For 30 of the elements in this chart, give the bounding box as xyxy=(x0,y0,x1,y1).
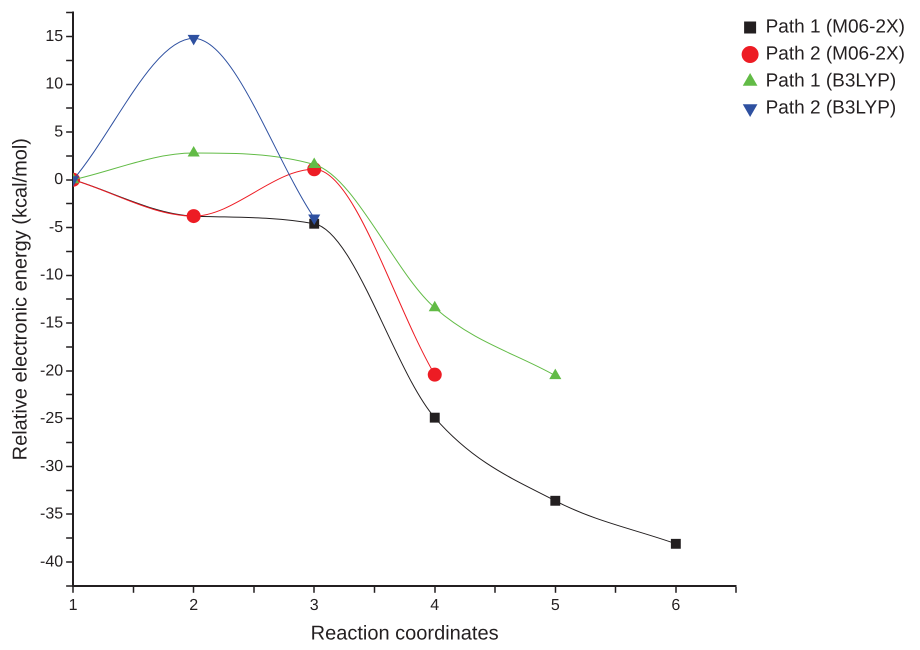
x-tick-label: 6 xyxy=(671,596,680,614)
point xyxy=(308,214,320,225)
legend-label: Path 1 (M06-2X) xyxy=(766,16,906,38)
y-tick-label: -5 xyxy=(48,218,64,236)
x-tick-label: 3 xyxy=(310,596,319,614)
y-tick-label: -35 xyxy=(40,506,64,523)
y-tick-label: 10 xyxy=(45,76,64,93)
y-tick-label: 15 xyxy=(45,28,64,45)
point xyxy=(428,368,442,382)
legend-label: Path 2 (M06-2X) xyxy=(766,44,906,65)
x-tick-label: 1 xyxy=(68,596,78,614)
y-axis-title: Relative electronic energy (kcal/mol) xyxy=(10,138,32,460)
y-tick-label: -25 xyxy=(40,410,64,428)
x-tick-label: 4 xyxy=(430,596,440,614)
x-tick-label: 2 xyxy=(189,596,198,614)
x-tick-label: 5 xyxy=(550,596,560,614)
y-tick-label: 0 xyxy=(54,171,64,188)
legend-label: Path 2 (B3LYP) xyxy=(766,98,896,119)
y-tick-label: -15 xyxy=(40,314,64,332)
point xyxy=(670,538,681,549)
x-axis-title: Reaction coordinates xyxy=(310,622,499,645)
point xyxy=(550,496,560,506)
y-tick-label: 5 xyxy=(54,123,64,140)
legend-label: Path 1 (B3LYP) xyxy=(766,70,896,92)
y-tick-label: -10 xyxy=(40,266,64,284)
y-tick-label: -40 xyxy=(40,553,64,570)
y-tick-label: -20 xyxy=(40,362,64,380)
y-tick-label: -30 xyxy=(40,458,64,475)
point xyxy=(430,412,440,423)
point xyxy=(188,34,200,46)
